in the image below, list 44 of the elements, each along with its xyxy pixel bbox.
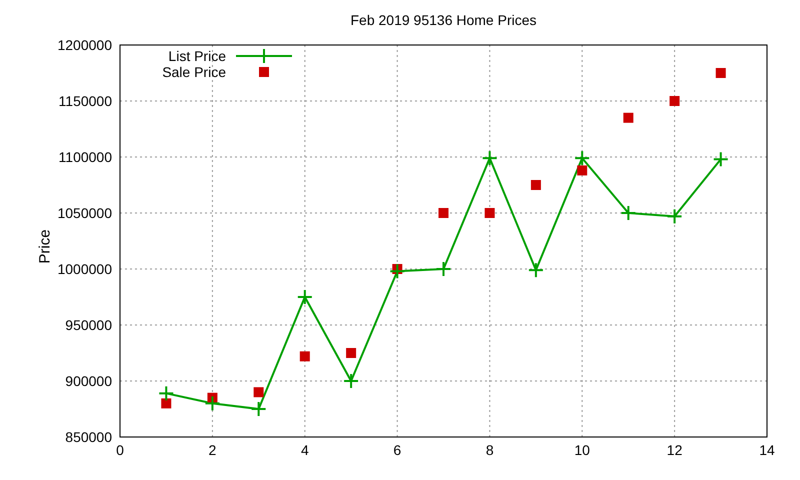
point <box>250 401 267 417</box>
point <box>296 289 313 305</box>
point <box>482 150 498 166</box>
legend-label: List Price <box>167 48 226 64</box>
x-tick-label: 6 <box>393 442 402 458</box>
x-tick-label: 10 <box>574 442 590 458</box>
x-tick-label: 14 <box>759 442 775 458</box>
point <box>204 395 220 412</box>
y-tick-label: 850000 <box>65 428 112 445</box>
point <box>530 180 541 190</box>
point <box>158 385 174 402</box>
point <box>623 112 634 123</box>
y-axis-title: Price <box>36 229 54 264</box>
chart-title: Feb 2019 95136 Home Prices <box>350 12 538 28</box>
point <box>577 165 588 176</box>
y-tick-label: 950000 <box>65 316 112 333</box>
y-tick-label: 1150000 <box>58 92 112 109</box>
point <box>620 205 636 221</box>
point <box>712 151 729 168</box>
point <box>528 262 544 278</box>
point <box>161 398 172 408</box>
y-tick-label: 1200000 <box>57 36 112 53</box>
x-tick-label: 4 <box>300 442 309 458</box>
y-tick-label: 900000 <box>65 372 112 389</box>
x-tick-label: 2 <box>208 442 217 458</box>
point <box>300 351 310 362</box>
x-tick-label: 0 <box>116 442 124 458</box>
legend-label: Sale Price <box>161 64 226 80</box>
point <box>484 208 495 218</box>
y-tick-label: 1050000 <box>57 204 112 221</box>
x-tick-label: 8 <box>486 442 494 458</box>
point <box>346 348 356 358</box>
point <box>438 208 448 218</box>
point <box>574 150 590 166</box>
point <box>436 261 452 277</box>
point <box>254 387 264 398</box>
point <box>670 96 680 106</box>
y-tick-label: 1000000 <box>57 260 112 277</box>
point <box>716 68 726 78</box>
x-tick-label: 12 <box>666 442 683 458</box>
point <box>666 208 683 224</box>
y-tick-label: 1100000 <box>58 148 112 165</box>
point <box>389 263 406 280</box>
point <box>343 373 360 389</box>
